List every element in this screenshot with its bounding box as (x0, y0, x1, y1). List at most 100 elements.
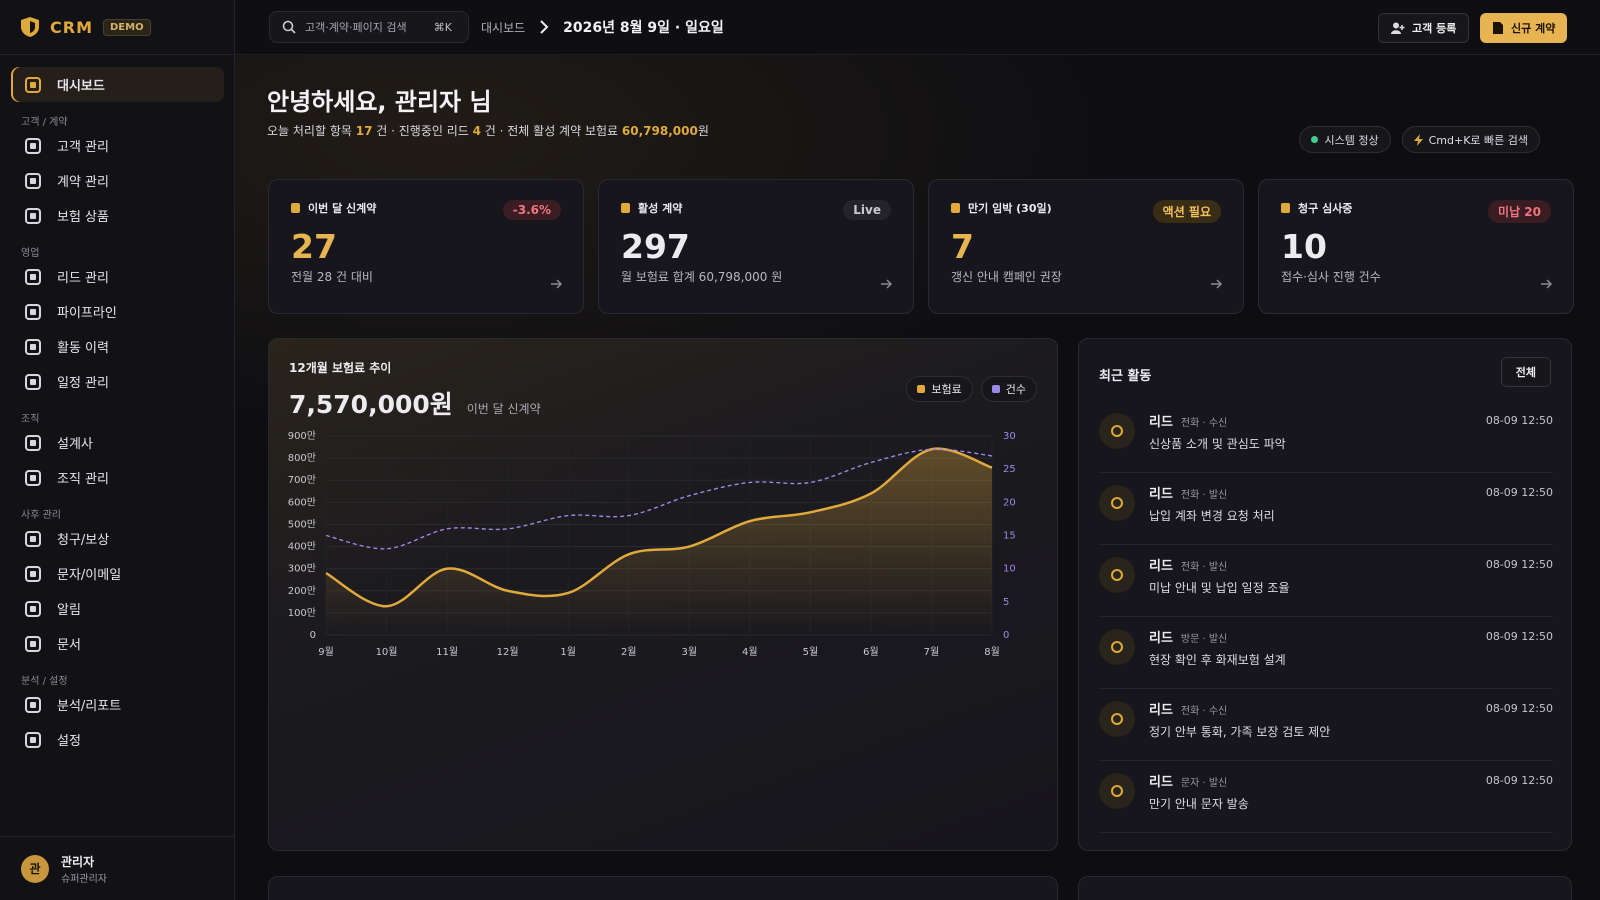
nav-item[interactable]: 일정 관리 (11, 364, 224, 399)
headline-value: 7,570,000원 (289, 390, 453, 419)
activity-item[interactable]: 리드 방문 · 발신 08-09 12:50 현장 확인 후 화재보험 설계 (1099, 617, 1553, 689)
icon-shape (25, 76, 41, 93)
icon-shape (30, 535, 36, 542)
nav-item[interactable]: 활동 이력 (11, 329, 224, 364)
arrow-shape (881, 279, 893, 289)
new-contract-button[interactable]: 신규 계약 (1480, 13, 1568, 43)
kpi-badge: 액션 필요 (1152, 200, 1221, 223)
activity-item[interactable]: 리드 전화 · 수신 08-09 12:50 신상품 소개 및 관심도 파악 (1099, 401, 1553, 473)
nav-icon (25, 696, 41, 713)
icon-shape (1111, 425, 1123, 437)
headline-note: 이번 달 신계약 (466, 402, 541, 416)
activity-icon (1099, 413, 1135, 449)
icon-shape (25, 172, 41, 189)
nav-item[interactable]: 파이프라인 (11, 294, 224, 329)
nav-item[interactable]: 대시보드 (11, 67, 224, 102)
nav-item[interactable]: 보험 상품 (11, 198, 224, 233)
nav-item[interactable]: 문자/이메일 (11, 556, 224, 591)
x-tick-label: 2월 (621, 646, 637, 658)
arrow-icon (551, 279, 563, 289)
nav-item[interactable]: 조직 관리 (11, 460, 224, 495)
nav-icon (25, 600, 41, 617)
y2-tick-label: 5 (1003, 597, 1009, 608)
legend-item[interactable]: 보험료 (906, 376, 973, 402)
brand-name: CRM (50, 17, 93, 37)
kpi-arrow[interactable] (881, 278, 893, 293)
kpi-label: 청구 심사중 (1281, 200, 1551, 216)
user-bar[interactable]: 관 관리자 슈퍼관리자 (0, 836, 235, 900)
activity-type-text: 리드 (1149, 559, 1173, 574)
kpi-arrow[interactable] (1541, 278, 1553, 293)
kpi-badge: -3.6% (502, 200, 561, 220)
current-date: 2026년 8월 9일 · 일요일 (563, 20, 724, 36)
chip-label: 시스템 정상 (1324, 133, 1379, 147)
kpi-value: 297 (621, 227, 690, 266)
nav-item[interactable]: 설계사 (11, 425, 224, 460)
activity-time: 08-09 12:50 (1485, 630, 1553, 643)
activity-item[interactable]: 리드 전화 · 발신 08-09 12:50 납입 계좌 변경 요청 처리 (1099, 473, 1553, 545)
nav-item[interactable]: 계약 관리 (11, 163, 224, 198)
add-customer-button[interactable]: 고객 등록 (1378, 13, 1470, 43)
user-info: 관리자 슈퍼관리자 (61, 853, 107, 885)
y-tick-label: 900만 (288, 430, 316, 442)
y-tick-label: 200만 (288, 585, 316, 597)
nav-label: 설정 (57, 734, 81, 749)
activity-item[interactable]: 리드 문자 · 발신 08-09 12:50 만기 안내 문자 발송 (1099, 761, 1553, 833)
y-tick-label: 400만 (288, 541, 316, 553)
x-tick-label: 12월 (497, 646, 519, 658)
nav-icon (25, 303, 41, 320)
y-tick-label: 600만 (288, 496, 316, 508)
search-box[interactable]: 고객·계약·페이지 검색 ⌘K (269, 11, 469, 43)
nav-label: 계약 관리 (57, 175, 109, 190)
activity-type-text: 리드 (1149, 487, 1173, 502)
nav-item[interactable]: 설정 (11, 722, 224, 757)
activity-channel: 전화 · 수신 (1180, 706, 1228, 717)
icon-shape (30, 378, 36, 385)
activity-type: 리드 전화 · 발신 (1149, 555, 1227, 574)
icon-shape (30, 605, 36, 612)
nav-label: 청구/보상 (57, 533, 110, 548)
activity-type-text: 리드 (1149, 415, 1173, 430)
nav-label: 리드 관리 (57, 271, 109, 286)
nav-icon (25, 268, 41, 285)
activity-desc: 미납 안내 및 납입 일정 조율 (1149, 581, 1290, 595)
kpi-label: 이번 달 신계약 (291, 200, 561, 216)
kpi-card: 청구 심사중 미납 20 10 접수·심사 진행 건수 (1258, 179, 1574, 314)
icon (1111, 713, 1123, 725)
button-label: 신규 계약 (1511, 22, 1556, 35)
kpi-card: 만기 임박 (30일) 액션 필요 7 갱신 안내 캠페인 권장 (928, 179, 1244, 314)
breadcrumb-item[interactable]: 대시보드 (481, 20, 526, 35)
y-tick-label: 700만 (288, 474, 316, 486)
nav-item[interactable]: 청구/보상 (11, 521, 224, 556)
kpi-arrow[interactable] (1211, 278, 1223, 293)
icon-shape (25, 207, 41, 224)
summary-value: 60,798,000 (621, 124, 698, 138)
status-chips: 시스템 정상 Cmd+K로 빠른 검색 (1299, 126, 1540, 153)
activity-item[interactable]: 리드 전화 · 발신 08-09 12:50 미납 안내 및 납입 일정 조율 (1099, 545, 1553, 617)
icon-shape (30, 439, 36, 446)
brand[interactable]: CRM DEMO (20, 14, 151, 40)
icon (1111, 641, 1123, 653)
legend-item[interactable]: 건수 (980, 376, 1037, 402)
nav-item[interactable]: 문서 (11, 626, 224, 661)
view-all-button[interactable]: 전체 (1500, 357, 1551, 387)
y-tick-label: 800만 (288, 452, 316, 464)
y2-tick-label: 15 (1003, 531, 1016, 542)
nav-item[interactable]: 리드 관리 (11, 259, 224, 294)
icon-shape (30, 736, 36, 743)
activity-type: 리드 전화 · 수신 (1149, 699, 1227, 718)
shortcut-chip[interactable]: Cmd+K로 빠른 검색 (1401, 126, 1540, 153)
icon-shape (30, 701, 36, 708)
x-tick-label: 9월 (318, 646, 334, 658)
nav-item[interactable]: 고객 관리 (11, 128, 224, 163)
kpi-label: 만기 임박 (30일) (951, 200, 1221, 216)
nav-item[interactable]: 분석/리포트 (11, 687, 224, 722)
kpi-label-text: 활성 계약 (638, 202, 683, 215)
nav-item[interactable]: 알림 (11, 591, 224, 626)
nav-label: 고객 관리 (57, 140, 109, 155)
summary-value: 4 (472, 124, 481, 138)
activity-item[interactable]: 리드 전화 · 수신 08-09 12:50 정기 안부 통화, 가족 보장 검토 제… (1099, 689, 1553, 761)
kpi-sub: 접수·심사 진행 건수 (1281, 270, 1381, 284)
icon-shape (30, 212, 36, 219)
kpi-arrow[interactable] (551, 278, 563, 293)
